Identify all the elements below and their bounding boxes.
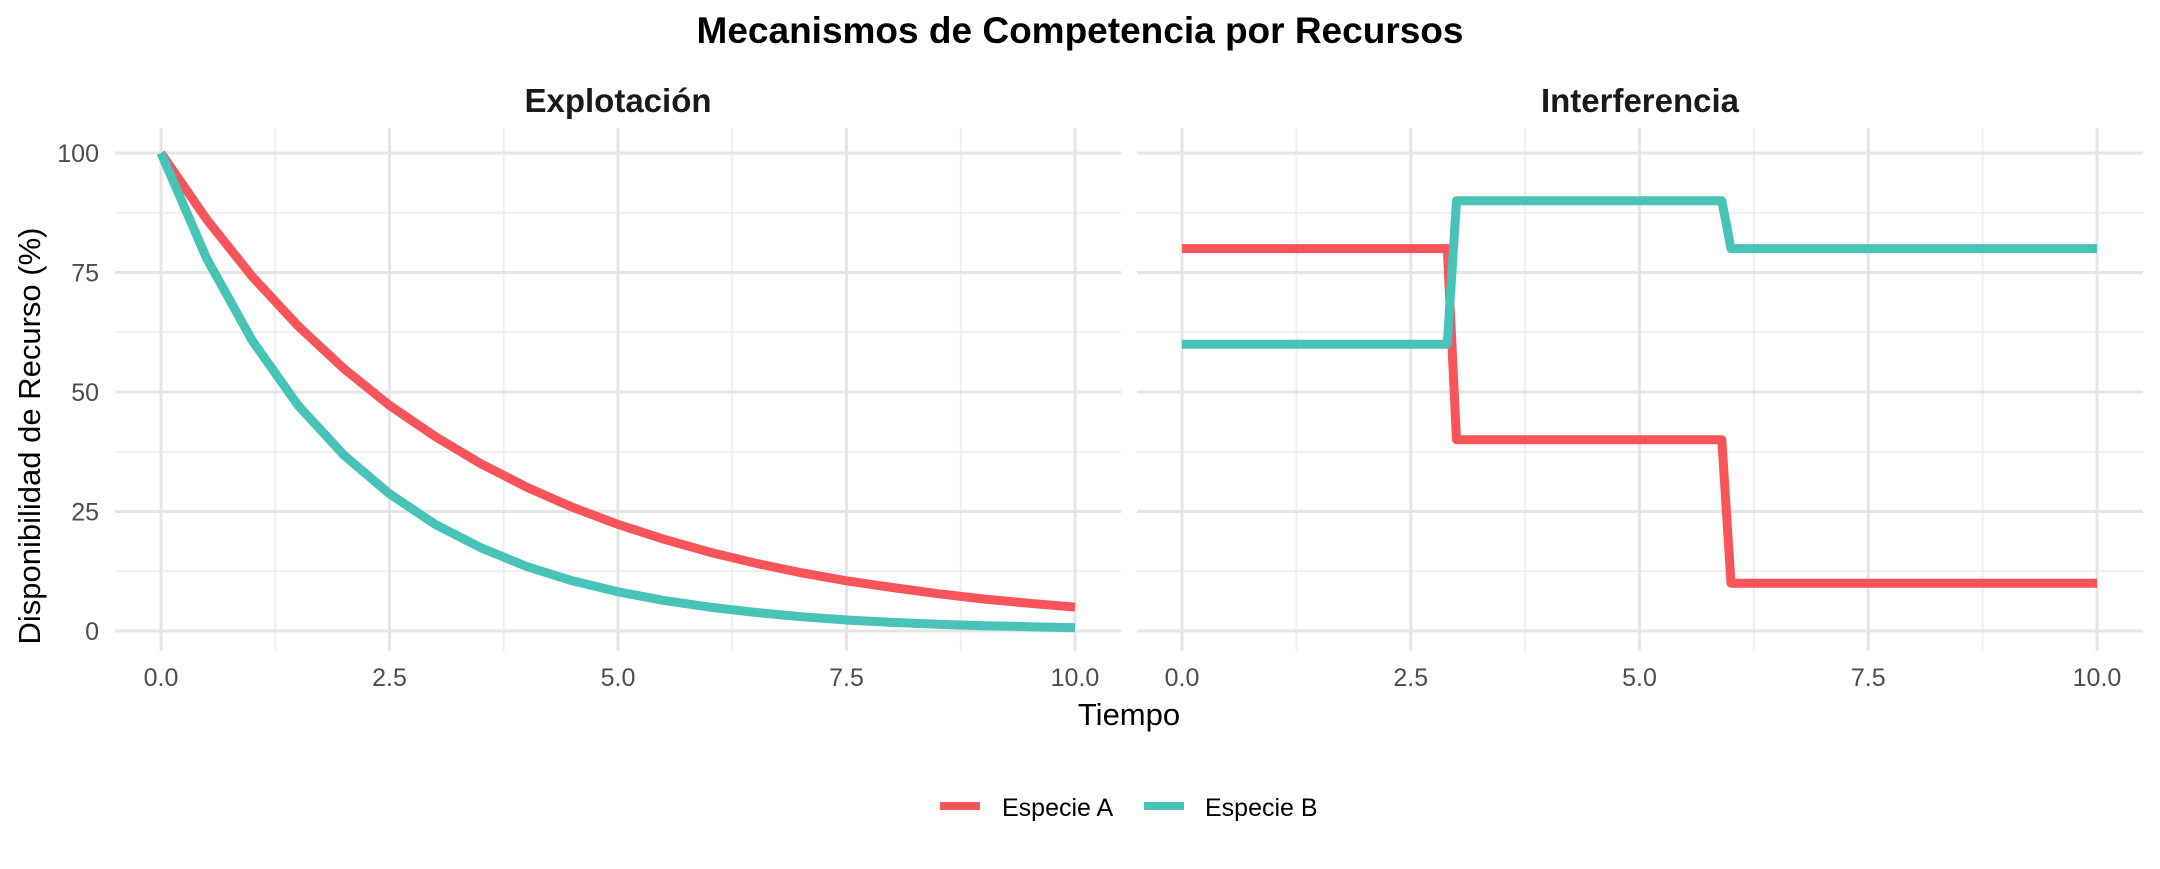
series-line-especie-b (1182, 196, 2097, 349)
legend-label-especie-a: Especie A (1002, 794, 1114, 822)
y-tick-label: 25 (71, 499, 99, 527)
x-tick-label: 10.0 (2073, 664, 2122, 692)
y-tick-label: 100 (57, 140, 99, 168)
x-axis-label: Tiempo (1078, 697, 1180, 732)
chart-title: Mecanismos de Competencia por Recursos (697, 10, 1464, 51)
legend-label-especie-b: Especie B (1205, 794, 1318, 822)
panel-title: Explotación (524, 82, 711, 119)
x-tick-label: 2.5 (1393, 664, 1428, 692)
panel-title: Interferencia (1541, 82, 1740, 119)
series-line-especie-a (1182, 244, 2097, 588)
y-tick-label: 0 (85, 618, 99, 646)
panel-interferencia: Interferencia 0.0 2.5 5.0 7.5 10.0 (1137, 82, 2143, 692)
y-axis-label: Disponibilidad de Recurso (%) (12, 228, 47, 645)
x-tick-label: 2.5 (372, 664, 407, 692)
x-tick-label: 7.5 (829, 664, 864, 692)
x-tick-label: 0.0 (144, 664, 179, 692)
x-tick-label: 5.0 (601, 664, 636, 692)
series-line-especie-b (156, 151, 1076, 633)
y-tick-label: 75 (71, 260, 99, 288)
legend: Especie A Especie B (940, 794, 1318, 822)
panel-explotacion: Explotación 0.0 2.5 5.0 7.5 10.0 0 25 50 75 100 (57, 82, 1121, 692)
x-tick-label: 7.5 (1851, 664, 1886, 692)
x-tick-label: 5.0 (1622, 664, 1657, 692)
series-line-especie-a (157, 150, 1076, 612)
y-tick-label: 50 (71, 379, 99, 407)
x-tick-label: 10.0 (1051, 664, 1100, 692)
x-tick-label: 0.0 (1165, 664, 1200, 692)
